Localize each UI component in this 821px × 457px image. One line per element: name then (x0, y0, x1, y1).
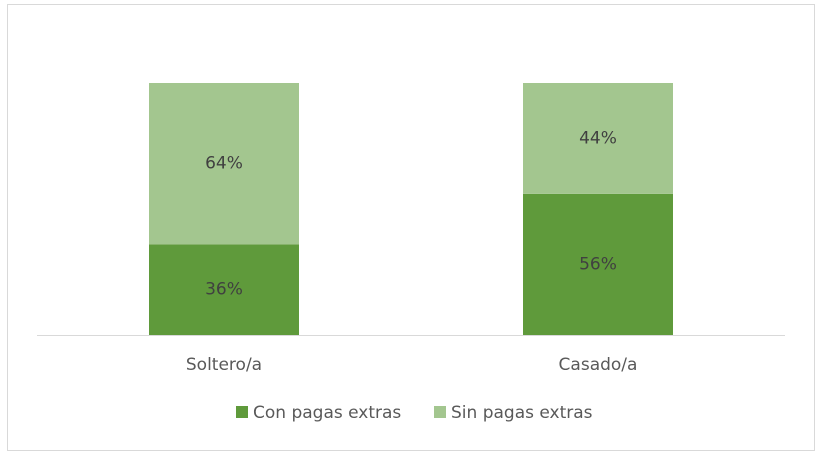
legend-swatch (434, 406, 446, 418)
bar-segment (523, 83, 673, 194)
data-label: 44% (579, 128, 617, 148)
legend-label: Sin pagas extras (451, 403, 593, 423)
data-label: 64% (205, 154, 243, 174)
data-label: 56% (579, 254, 617, 274)
data-label: 36% (205, 280, 243, 300)
x-tick-label: Casado/a (559, 355, 638, 375)
legend-label: Con pagas extras (253, 403, 401, 423)
bar-segment (149, 83, 299, 245)
legend-swatch (236, 406, 248, 418)
bar-segment (149, 244, 299, 335)
bar-segment (523, 193, 673, 335)
chart-frame (7, 4, 815, 451)
x-tick-label: Soltero/a (186, 355, 262, 375)
